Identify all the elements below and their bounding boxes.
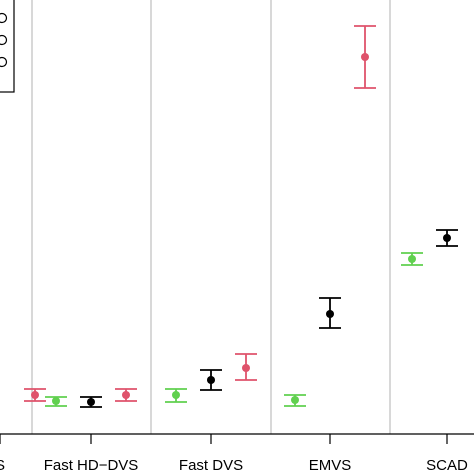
error-bar-point bbox=[354, 25, 376, 89]
error-bar-point bbox=[165, 388, 187, 403]
x-axis-ticks bbox=[0, 434, 448, 444]
plot-marks bbox=[24, 25, 458, 408]
tick-label-3: EMVS bbox=[309, 457, 352, 474]
data-point bbox=[172, 391, 180, 399]
tick-label-0: S bbox=[0, 457, 5, 474]
tick-label-2: Fast DVS bbox=[179, 457, 243, 474]
legend bbox=[0, 0, 15, 93]
legend-marker-3 bbox=[0, 56, 8, 68]
error-bar-point bbox=[200, 369, 222, 391]
data-point bbox=[122, 391, 130, 399]
error-bar-point bbox=[401, 252, 423, 266]
legend-box bbox=[0, 0, 15, 93]
x-axis-tick-labels: S Fast HD−DVS Fast DVS EMVS SCAD bbox=[0, 457, 468, 474]
error-bar-point bbox=[436, 229, 458, 247]
error-bar-point bbox=[319, 297, 341, 329]
error-bar-point bbox=[80, 396, 102, 408]
tick-label-4: SCAD bbox=[426, 457, 468, 474]
data-point bbox=[242, 364, 250, 372]
data-point bbox=[87, 398, 95, 406]
tick-label-1: Fast HD−DVS bbox=[44, 457, 139, 474]
data-point bbox=[408, 255, 416, 263]
error-bar-point bbox=[235, 353, 257, 381]
legend-marker-2 bbox=[0, 34, 8, 46]
data-point bbox=[207, 376, 215, 384]
legend-marker-1 bbox=[0, 12, 8, 24]
error-bar-point bbox=[284, 394, 306, 407]
data-point bbox=[361, 53, 369, 61]
group-separators bbox=[31, 0, 391, 434]
error-bar-point bbox=[24, 388, 46, 402]
data-point bbox=[52, 397, 60, 405]
data-point bbox=[31, 391, 39, 399]
error-bar-point bbox=[45, 396, 67, 407]
data-point bbox=[443, 234, 451, 242]
error-bar-point bbox=[115, 388, 137, 402]
data-point bbox=[326, 310, 334, 318]
data-point bbox=[291, 396, 299, 404]
